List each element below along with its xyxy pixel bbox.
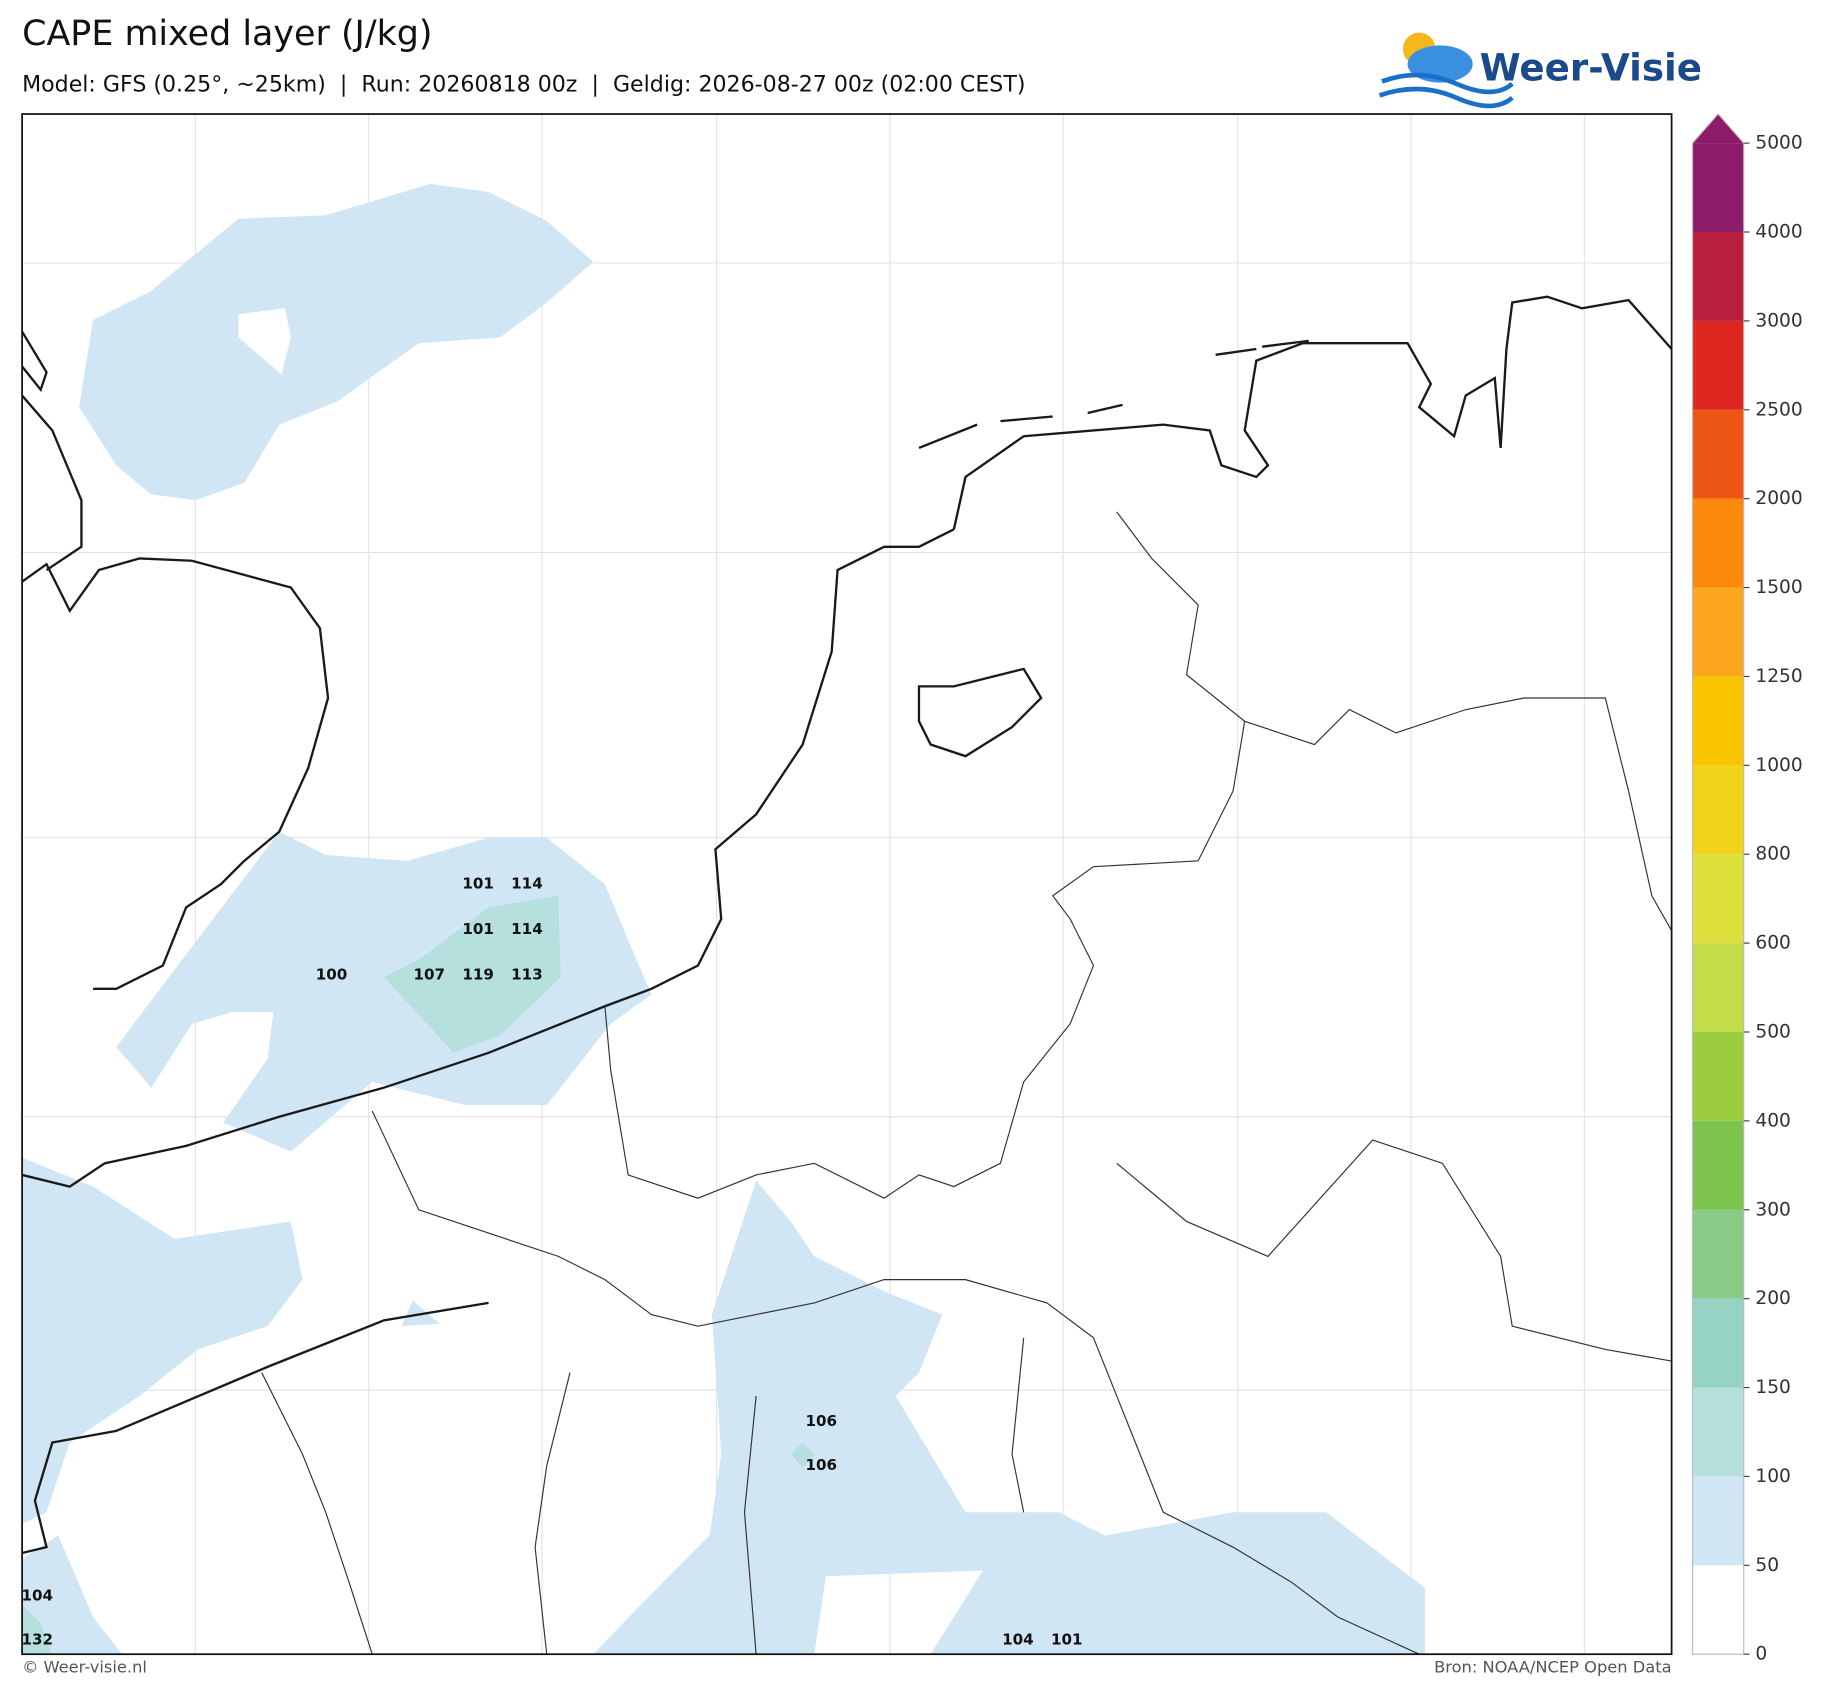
colorbar-bin [1692,1031,1744,1121]
colorbar-tick-label: 600 [1755,933,1791,954]
colorbar-tick-label: 3000 [1755,310,1802,331]
map: 101 114 101 114 100 107 119 113 106 106 104 132 104 1… [21,113,1673,1656]
title: CAPE mixed layer (J/kg) [22,14,432,54]
map-value-label: 114 [511,920,543,938]
map-value-label: 104 [1002,1631,1034,1649]
footer-source: Bron: NOAA/NCEP Open Data [1434,1658,1672,1677]
cape-area [383,895,561,1053]
colorbar-tick-label: 0 [1755,1644,1767,1665]
cape-area [593,1180,1425,1655]
colorbar-frame [1691,113,1745,1655]
cape-area [22,1605,53,1655]
cape-area [22,1535,123,1655]
colorbar-tick-label: 300 [1755,1199,1791,1220]
colorbar-extend [1692,114,1744,144]
map-value-label: 106 [805,1412,837,1430]
border [1116,697,1673,1362]
cape-fill [22,183,1425,1655]
map-value-label: 113 [511,965,543,983]
coastlines [21,295,1673,1555]
cape-hole [238,308,291,375]
colorbar-bin [1692,676,1744,766]
logo-waves [1378,72,1514,109]
coastline [21,330,83,572]
map-value-label: 101 [462,875,494,893]
colorbar-bin [1692,1565,1744,1655]
coastline [952,295,1673,530]
colorbar-tick-label: 500 [1755,1021,1791,1042]
colorbar-bin [1692,765,1744,855]
map-value-label: 114 [511,875,543,893]
colorbar-tick-label: 1250 [1755,666,1802,687]
lake [917,667,1043,758]
map-value-label: 101 [1051,1631,1083,1649]
colorbar-bin [1692,587,1744,677]
colorbar-tick-label: 1500 [1755,577,1802,598]
map-value-label: 132 [21,1631,53,1649]
logo-text: Weer-Visie [1480,45,1702,89]
colorbar-bin [1692,1476,1744,1566]
border [371,1110,1420,1655]
colorbar-tick-label: 2500 [1755,399,1802,420]
map-value-label: 119 [462,965,494,983]
coastline [21,557,330,990]
cape-area [791,1442,815,1469]
colorbar-bin [1692,943,1744,1032]
border [604,511,1246,1199]
cape-area [79,183,594,501]
map-value-label: 101 [462,920,494,938]
colorbar-bin [1692,320,1744,410]
borders [261,511,1673,1655]
colorbar-bin [1692,1298,1744,1388]
map-value-label: 100 [316,965,348,983]
colorbar-bin [1692,1387,1744,1477]
colorbar: 0 50 100 150 200 300 400 500 600 800 1000 1250 1500 2… [1691,113,1803,1665]
colorbar-tick-label: 800 [1755,844,1791,865]
colorbar-tick-label: 400 [1755,1110,1791,1131]
subtitle: Model: GFS (0.25°, ~25km) | Run: 2026081… [22,71,1025,97]
colorbar-bin [1692,232,1744,321]
footer-credit: © Weer-visie.nl [22,1658,147,1677]
colorbar-tick-label: 50 [1755,1555,1779,1576]
colorbar-tick-label: 150 [1755,1377,1791,1398]
map-value-label: 107 [413,965,445,983]
map-value-label: 106 [805,1456,837,1474]
colorbar-bin [1692,143,1744,233]
colorbar-tick-label: 2000 [1755,488,1802,509]
colorbar-tick-label: 100 [1755,1466,1791,1487]
colorbar-bin [1692,498,1744,588]
colorbar-tick-label: 1000 [1755,755,1802,776]
colorbar-bin [1692,854,1744,944]
colorbar-bin [1692,1209,1744,1299]
colorbar-tick-label: 200 [1755,1288,1791,1309]
map-value-label: 104 [21,1587,53,1605]
coastline [21,1301,489,1555]
colorbar-tick-label: 4000 [1755,222,1802,243]
coastline [21,528,955,1188]
cape-area [22,1157,303,1524]
colorbar-bin [1692,409,1744,499]
islands [918,339,1309,449]
logo: Weer-Visie [1378,32,1702,109]
map-frame [21,113,1673,1656]
border [261,1337,1025,1655]
colorbar-tick-label: 5000 [1755,133,1802,154]
colorbar-bin [1692,1120,1744,1210]
